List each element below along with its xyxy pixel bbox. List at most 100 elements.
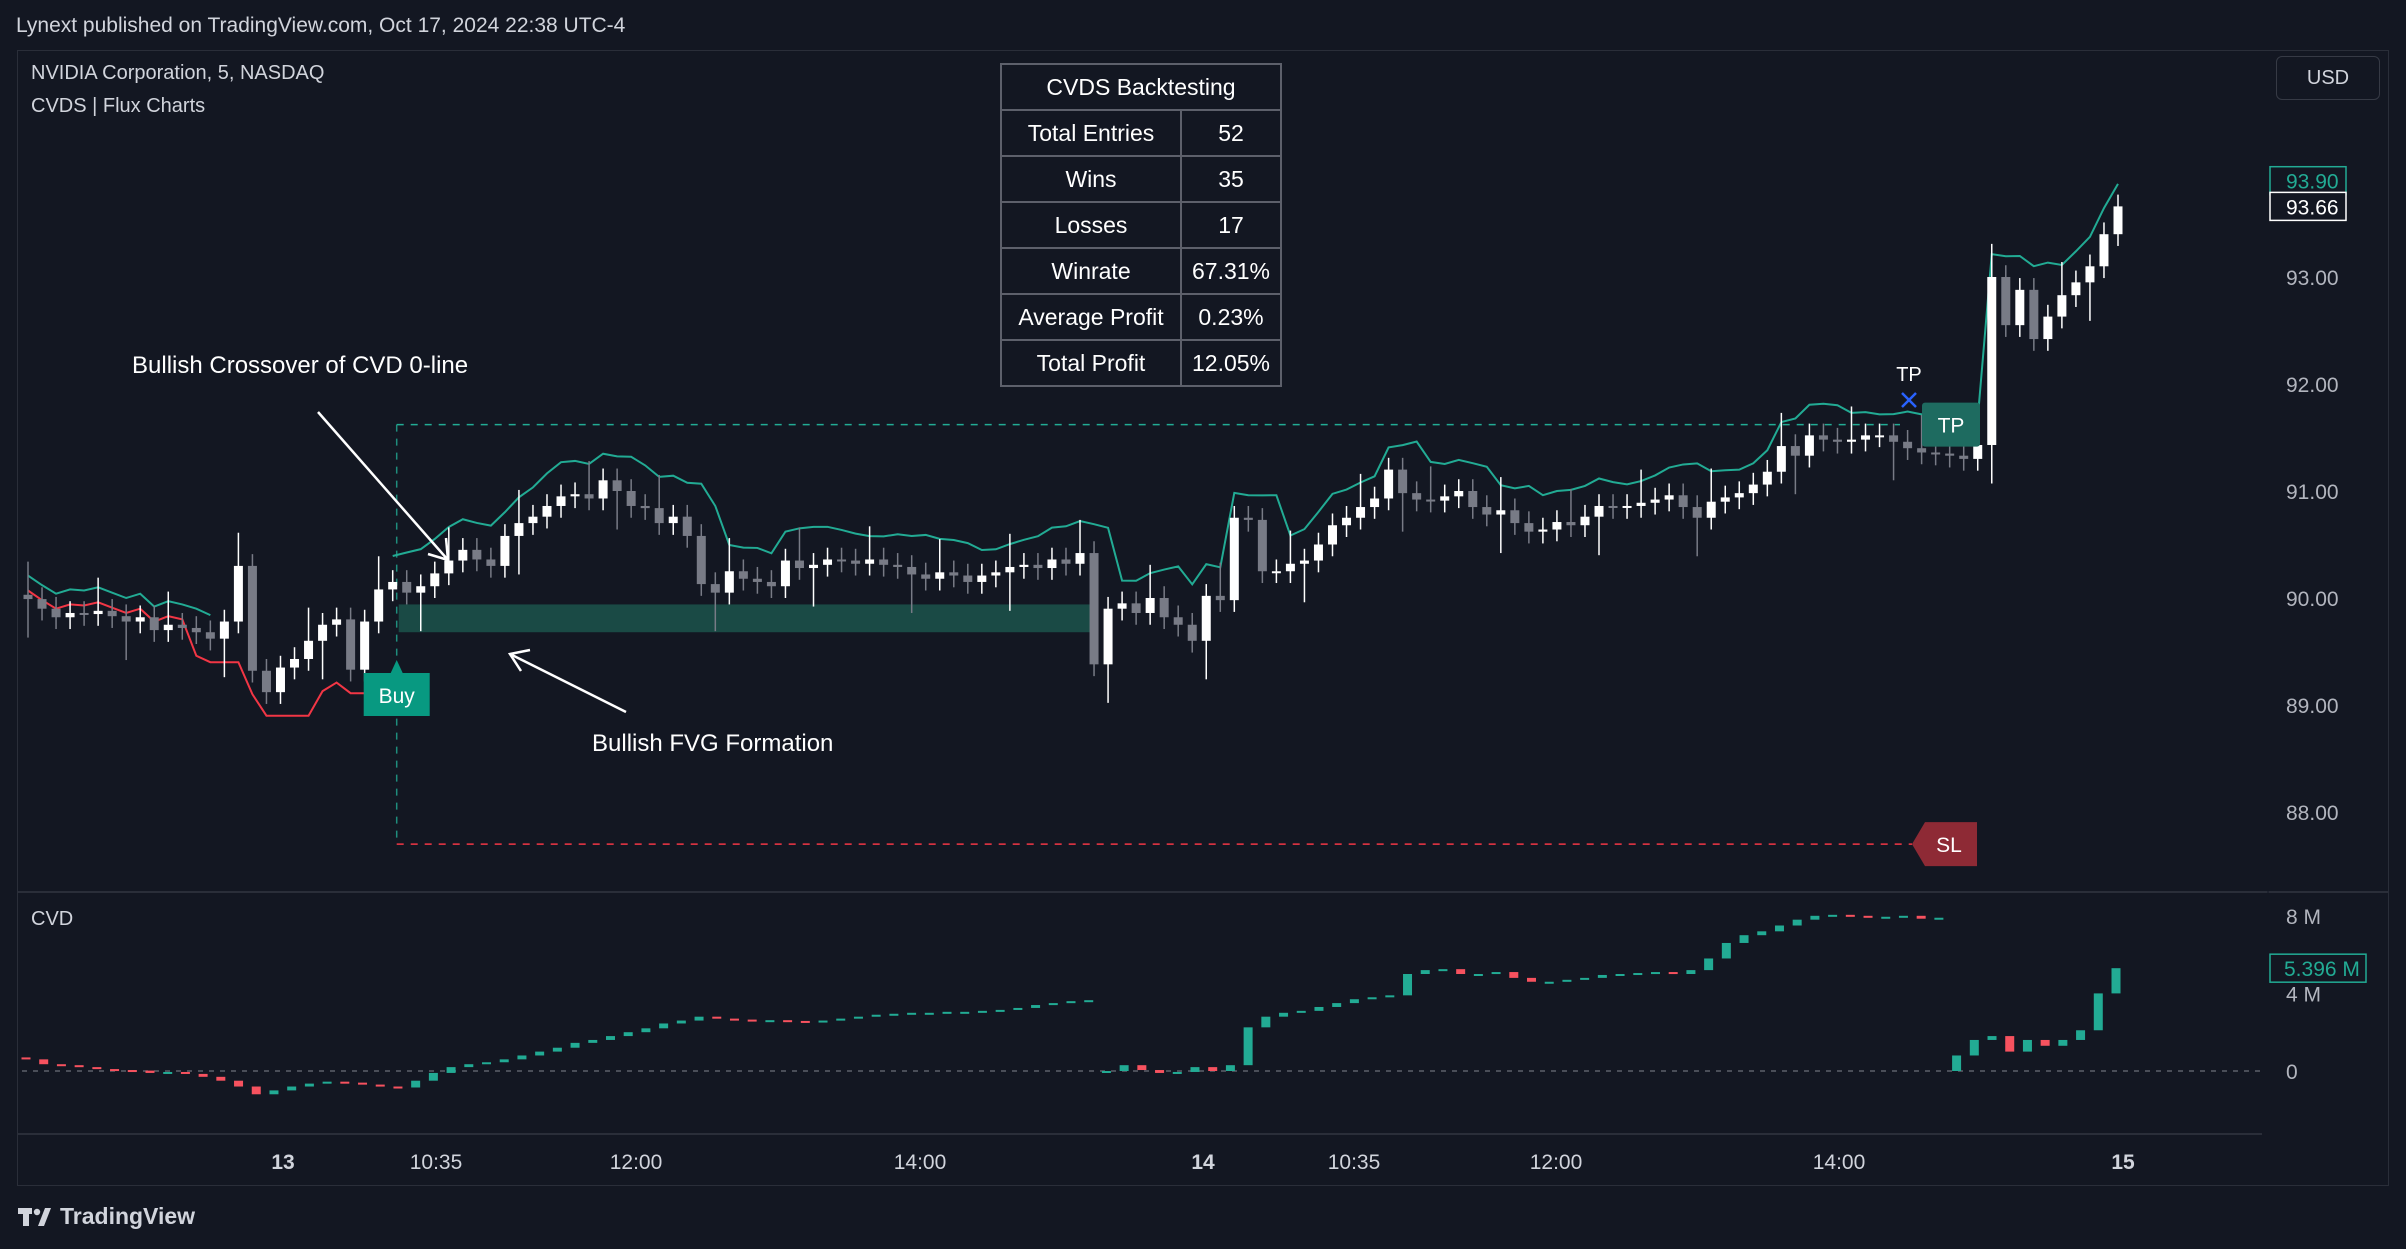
price-candle [823, 547, 833, 577]
candle-body [682, 516, 692, 536]
cvd-pane-label[interactable]: CVD [31, 908, 74, 930]
candle-body [1496, 510, 1506, 515]
price-candle [1496, 477, 1506, 554]
candle-body [1678, 495, 1688, 508]
table-row: Losses 17 [1000, 201, 1283, 249]
candle-body [121, 616, 131, 622]
cvd-bar [924, 1012, 934, 1015]
time-tick-label: 14:00 [894, 1151, 947, 1174]
price-tick-label: 88.00 [2286, 802, 2339, 825]
cvd-bar [1597, 974, 1607, 978]
candle-body [1271, 571, 1281, 574]
candle-body [2057, 295, 2067, 317]
candle-body [205, 632, 215, 639]
candle-body [1342, 517, 1352, 526]
price-candle [93, 577, 103, 626]
fvg-zone [398, 604, 1095, 633]
price-candle [766, 570, 776, 598]
cvd-bar [836, 1018, 846, 1021]
trade-lines [395, 423, 1912, 845]
table-row: Average Profit 0.23% [1000, 293, 1283, 341]
cvd-bar [2111, 968, 2121, 994]
price-candle [135, 605, 145, 634]
upper-band-early-line [27, 574, 211, 617]
price-candle [598, 468, 608, 511]
candle-body [949, 572, 959, 576]
candle-body [486, 559, 496, 566]
price-candle [107, 599, 117, 628]
fvg-annotation: Bullish FVG Formation [592, 730, 834, 757]
candle-body [1454, 491, 1464, 497]
cvd-bar [694, 1016, 704, 1021]
price-candle [1412, 481, 1422, 512]
price-candle [2085, 254, 2095, 321]
cvd-bar [1491, 972, 1501, 975]
cvd-bar [588, 1039, 598, 1043]
price-candle [374, 556, 384, 634]
price-candle [724, 538, 734, 605]
candle-body [809, 564, 819, 569]
price-candle [458, 538, 468, 573]
time-tick-label: 10:35 [1328, 1151, 1381, 1174]
price-candle [1889, 423, 1899, 481]
tradingview-brand[interactable]: TradingView [18, 1203, 195, 1230]
candle-body [37, 599, 47, 609]
cvd-bar [1704, 958, 1714, 971]
price-candle [1370, 486, 1380, 519]
price-candle [1327, 513, 1337, 557]
candle-body [1356, 507, 1366, 518]
price-candle [837, 547, 847, 573]
candle-body [640, 505, 650, 509]
currency-button[interactable]: USD [2276, 56, 2380, 100]
price-candle [668, 504, 678, 535]
cvd-bar [1650, 972, 1660, 975]
candle-body [1313, 544, 1323, 561]
cvd-bar [1367, 997, 1377, 1000]
cvd-bar [1562, 979, 1572, 982]
brand-name: TradingView [60, 1203, 196, 1229]
candle-body [1173, 617, 1183, 625]
cvd-bar [942, 1011, 952, 1014]
candle-body [1790, 446, 1800, 456]
cvd-bar [2076, 1030, 2086, 1040]
candle-body [1117, 603, 1127, 609]
candle-body [1636, 502, 1646, 506]
candle-body [149, 617, 159, 631]
tp-marker: TP [1896, 364, 1922, 408]
price-candle [1692, 495, 1702, 557]
cvd-bar [1881, 916, 1891, 919]
price-candle [879, 547, 889, 577]
candle-body [921, 574, 931, 579]
candle-body [1706, 501, 1716, 518]
price-candle [416, 574, 426, 632]
price-candle [1243, 505, 1253, 532]
price-candle [1538, 517, 1548, 544]
cvd-bar [74, 1065, 84, 1068]
candle-body [1875, 435, 1885, 438]
cvd-tick-label: 4 M [2286, 983, 2321, 1006]
price-candle [1187, 612, 1197, 653]
cvd-bar [1031, 1005, 1041, 1008]
candle-body [360, 621, 370, 670]
price-candle [1145, 564, 1155, 625]
symbol-legend[interactable]: NVIDIA Corporation, 5, NASDAQ [31, 62, 325, 84]
cvd-bar [1190, 1067, 1200, 1072]
price-candle [318, 612, 328, 680]
cvd-bar [676, 1020, 686, 1024]
buy-label: Buy [363, 660, 430, 716]
candle-body [668, 516, 678, 524]
upper-band-tag-text: 93.90 [2286, 171, 2339, 194]
price-candle [738, 559, 748, 591]
cvd-bar [1119, 1065, 1129, 1071]
price-candle [2029, 278, 2039, 351]
indicator-legend[interactable]: CVDS | Flux Charts [31, 95, 206, 117]
price-candle [37, 587, 47, 621]
candle-body [865, 559, 875, 564]
candle-body [837, 559, 847, 562]
price-candle [1103, 596, 1113, 703]
price-candle [935, 539, 945, 591]
cvd-bar [1137, 1065, 1147, 1071]
candle-body [893, 564, 903, 567]
cvd-bar [641, 1028, 651, 1033]
